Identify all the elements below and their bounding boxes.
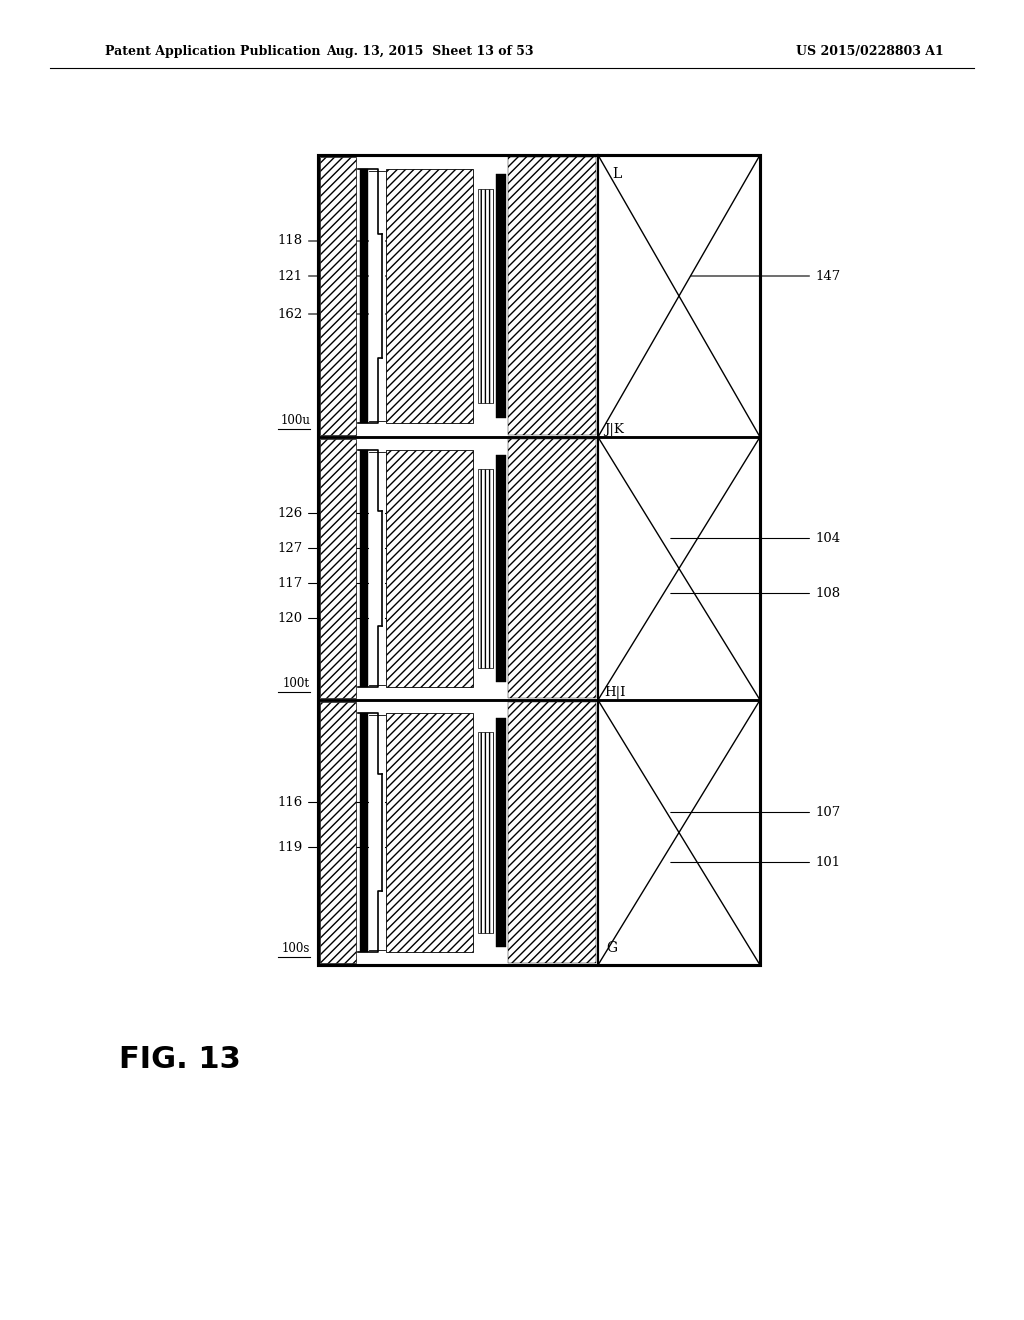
Polygon shape bbox=[386, 713, 473, 952]
Polygon shape bbox=[496, 718, 506, 946]
Bar bbox=[318, 154, 760, 965]
Text: Patent Application Publication: Patent Application Publication bbox=[105, 45, 321, 58]
Text: 121: 121 bbox=[278, 269, 387, 282]
Bar bbox=[598, 700, 760, 965]
Text: FIG. 13: FIG. 13 bbox=[119, 1045, 241, 1074]
Text: J|K: J|K bbox=[604, 422, 624, 436]
Polygon shape bbox=[508, 440, 596, 698]
Text: 127: 127 bbox=[278, 543, 387, 554]
Text: 119: 119 bbox=[278, 841, 387, 854]
Text: 108: 108 bbox=[671, 587, 840, 601]
Text: H|I: H|I bbox=[604, 686, 626, 700]
Polygon shape bbox=[386, 450, 473, 686]
Text: Aug. 13, 2015  Sheet 13 of 53: Aug. 13, 2015 Sheet 13 of 53 bbox=[327, 45, 534, 58]
Bar bbox=[598, 437, 760, 700]
Polygon shape bbox=[496, 174, 506, 418]
Text: 100t: 100t bbox=[283, 677, 310, 690]
Polygon shape bbox=[360, 169, 368, 422]
Polygon shape bbox=[508, 702, 596, 964]
Bar bbox=[598, 154, 760, 437]
Polygon shape bbox=[319, 702, 356, 964]
Text: 126: 126 bbox=[278, 507, 387, 520]
Text: 107: 107 bbox=[671, 807, 841, 818]
Text: 117: 117 bbox=[278, 577, 387, 590]
Polygon shape bbox=[319, 440, 356, 698]
Text: 101: 101 bbox=[671, 855, 840, 869]
Polygon shape bbox=[369, 453, 385, 685]
Text: 100s: 100s bbox=[282, 942, 310, 954]
Polygon shape bbox=[478, 469, 493, 668]
Polygon shape bbox=[386, 169, 473, 422]
Polygon shape bbox=[478, 189, 493, 403]
Text: 118: 118 bbox=[278, 235, 387, 248]
Text: US 2015/0228803 A1: US 2015/0228803 A1 bbox=[796, 45, 944, 58]
Polygon shape bbox=[360, 713, 368, 952]
Text: L: L bbox=[612, 168, 622, 181]
Text: 100u: 100u bbox=[281, 414, 310, 426]
Text: 120: 120 bbox=[278, 612, 387, 624]
Text: 116: 116 bbox=[278, 796, 387, 809]
Text: 104: 104 bbox=[671, 532, 840, 545]
Text: G: G bbox=[606, 941, 617, 954]
Polygon shape bbox=[360, 450, 368, 686]
Polygon shape bbox=[478, 731, 493, 933]
Bar bbox=[318, 154, 760, 965]
Polygon shape bbox=[319, 157, 356, 436]
Polygon shape bbox=[369, 715, 385, 950]
Polygon shape bbox=[508, 157, 596, 436]
Polygon shape bbox=[369, 172, 385, 421]
Text: 162: 162 bbox=[278, 308, 387, 321]
Polygon shape bbox=[496, 455, 506, 682]
Text: 147: 147 bbox=[691, 269, 841, 282]
